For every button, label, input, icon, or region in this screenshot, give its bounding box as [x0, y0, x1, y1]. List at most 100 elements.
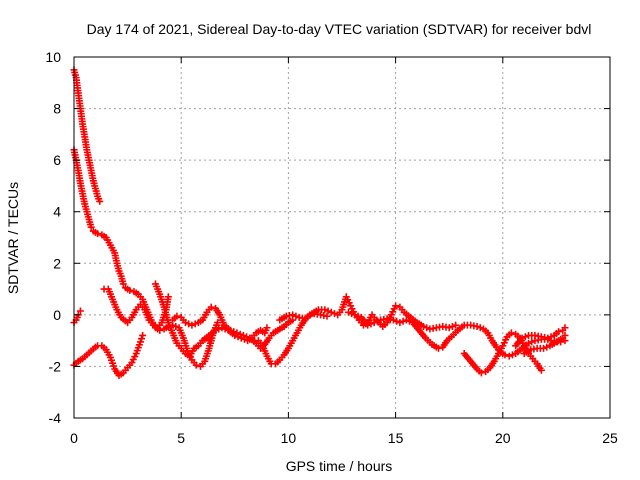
data-point-sample: [528, 338, 536, 346]
data-point: [370, 319, 378, 327]
y-tick-label: 6: [53, 152, 61, 168]
data-point: [96, 197, 104, 205]
data-point-sample: [234, 333, 242, 341]
data-point-sample: [292, 312, 300, 320]
data-point: [434, 344, 442, 352]
data-point-sample: [324, 307, 332, 315]
data-point: [561, 324, 569, 332]
y-tick-label: 2: [53, 255, 61, 271]
data-point: [544, 334, 552, 342]
series-arc13: [512, 324, 569, 350]
data-point: [207, 337, 215, 345]
data-point: [518, 334, 526, 342]
data-point: [327, 308, 335, 316]
x-tick-label: 10: [281, 430, 297, 446]
data-point-sample: [373, 317, 381, 325]
data-point-sample: [476, 324, 484, 332]
data-point: [507, 329, 515, 337]
x-tick-label: 0: [70, 430, 78, 446]
data-point: [473, 322, 481, 330]
data-point: [505, 352, 513, 360]
data-point: [263, 324, 271, 332]
data-point-sample: [406, 317, 414, 325]
series-arc4: [151, 280, 215, 360]
grid: [74, 57, 610, 418]
data-point: [351, 311, 359, 319]
y-tick-label: 10: [45, 49, 61, 65]
x-tick-label: 15: [388, 430, 404, 446]
data-point: [321, 306, 329, 314]
y-tick-label: 8: [53, 101, 61, 117]
data-point: [126, 286, 134, 294]
data-point: [540, 344, 548, 352]
data-point-sample: [423, 324, 431, 332]
y-axis-label: SDTVAR / TECUs: [5, 182, 21, 294]
data-point: [188, 321, 196, 329]
data-point-sample: [508, 351, 516, 359]
data-point: [561, 331, 569, 339]
data-point-sample: [215, 325, 223, 333]
series-arc2: [70, 146, 222, 370]
data-point: [164, 293, 172, 301]
data-points: [70, 66, 569, 379]
data-point: [364, 321, 372, 329]
series-arc6: [70, 307, 84, 327]
data-point: [323, 312, 331, 320]
data-point: [344, 308, 352, 316]
data-point: [119, 280, 127, 288]
data-point-sample: [521, 333, 529, 341]
chart-title: Day 174 of 2021, Sidereal Day-to-day VTE…: [87, 21, 592, 37]
data-point-sample: [543, 343, 551, 351]
data-point: [231, 331, 239, 339]
y-tick-label: 4: [53, 204, 61, 220]
data-point-sample: [191, 320, 199, 328]
data-point: [555, 328, 563, 336]
series-arc8: [199, 324, 271, 345]
data-point: [402, 316, 410, 324]
series-arc5: [70, 331, 147, 379]
data-point: [452, 321, 460, 329]
data-point: [445, 324, 453, 332]
data-point: [389, 316, 397, 324]
data-point: [173, 312, 181, 320]
x-axis-label: GPS time / hours: [286, 458, 393, 474]
series-arc14: [520, 331, 569, 358]
data-point: [501, 351, 509, 359]
data-point-sample: [221, 325, 229, 333]
data-point-sample: [393, 317, 401, 325]
x-tick-label: 5: [177, 430, 185, 446]
data-point: [212, 326, 220, 334]
data-point: [289, 311, 297, 319]
y-tick-label: -2: [49, 358, 62, 374]
y-tick-label: -4: [49, 410, 62, 426]
data-point: [237, 334, 245, 342]
data-point: [207, 303, 215, 311]
data-point: [218, 324, 226, 332]
data-point: [419, 322, 427, 330]
data-point-sample: [367, 320, 375, 328]
data-point-sample: [348, 310, 356, 318]
data-point: [477, 369, 485, 377]
data-point-sample: [138, 335, 146, 343]
data-point: [76, 307, 84, 315]
data-point: [537, 366, 545, 374]
y-tick-label: 0: [53, 307, 61, 323]
x-tick-labels: 0 5 10 15 20 25: [70, 430, 618, 446]
x-tick-label: 20: [495, 430, 511, 446]
data-point: [396, 319, 404, 327]
data-point-sample: [399, 317, 407, 325]
plot-frame: [73, 56, 611, 419]
data-point-sample: [354, 312, 362, 320]
data-point: [136, 338, 144, 346]
data-point: [192, 361, 200, 369]
data-point: [139, 331, 147, 339]
data-point: [94, 230, 102, 238]
data-point-sample: [185, 320, 193, 328]
series-arc7: [169, 303, 297, 352]
x-tick-label: 25: [602, 430, 618, 446]
data-point: [181, 319, 189, 327]
series-arc11: [344, 308, 569, 360]
y-tick-labels: -4 -2 0 2 4 6 8 10: [45, 49, 61, 426]
data-point-sample: [172, 322, 180, 330]
